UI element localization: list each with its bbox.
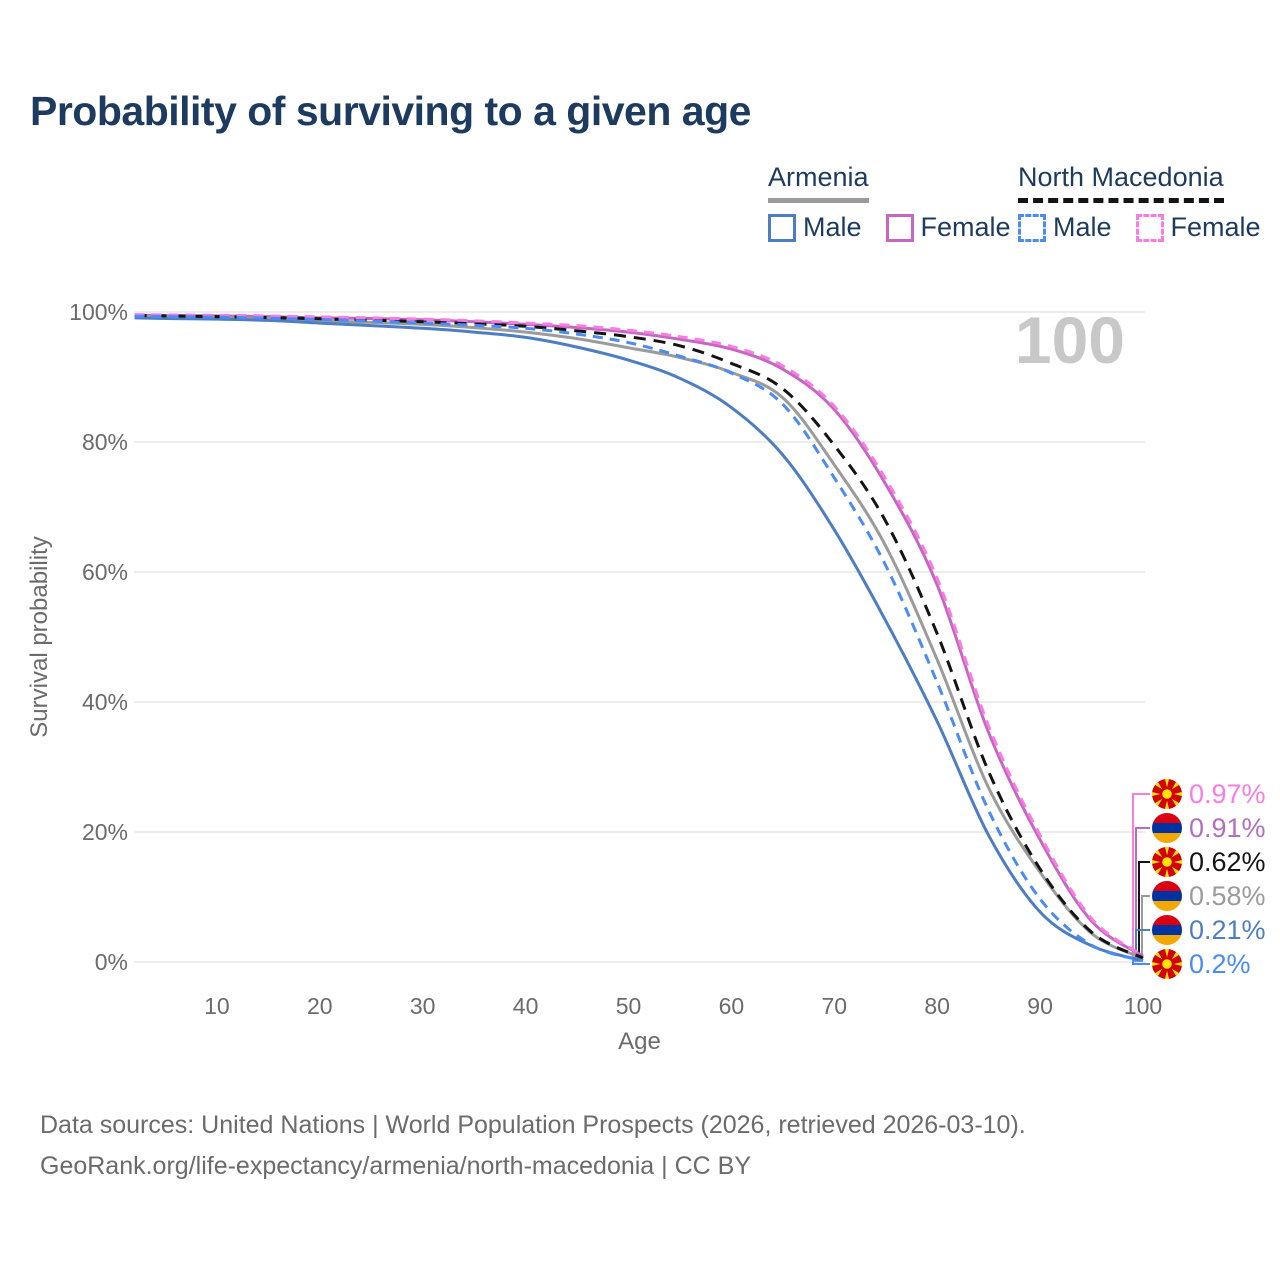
end-value-label: 0.2% (1189, 948, 1251, 979)
armenia-flag-icon (1152, 915, 1182, 945)
nm-female-swatch (1135, 213, 1164, 242)
legend-country-north-macedonia[interactable]: North Macedonia (1018, 162, 1224, 203)
north-macedonia-flag-icon (1152, 779, 1182, 809)
armenia-female-swatch (885, 213, 914, 242)
x-tick-80: 80 (924, 993, 950, 1019)
y-tick-60: 60% (82, 559, 128, 585)
legend-country-armenia[interactable]: Armenia (768, 162, 869, 203)
y-tick-80: 80% (82, 429, 128, 455)
legend-item-armenia-female[interactable]: Female (885, 212, 1011, 243)
armenia-male-swatch (768, 213, 796, 242)
x-tick-50: 50 (616, 993, 642, 1019)
end-value-label: 0.21% (1189, 914, 1266, 945)
page-title: Probability of surviving to a given age (30, 88, 751, 134)
end-label-row-nm-female: 0.97% (1152, 778, 1266, 810)
legend-item-armenia-male[interactable]: Male (768, 212, 862, 243)
x-tick-60: 60 (719, 993, 745, 1019)
end-value-label: 0.58% (1189, 880, 1266, 911)
end-label-row-nm-male: 0.2% (1152, 948, 1251, 980)
armenia-flag-icon (1152, 881, 1182, 911)
armenia-flag-icon (1152, 813, 1182, 843)
x-tick-40: 40 (513, 993, 539, 1019)
north-macedonia-flag-icon (1152, 847, 1182, 877)
legend-label-nm-male: Male (1053, 212, 1112, 242)
connector-nm-total (1138, 861, 1150, 959)
curve-nm-total[interactable] (134, 314, 1144, 960)
legend-label-armenia-female: Female (920, 212, 1011, 242)
end-label-row-armenia-total: 0.58% (1152, 880, 1266, 912)
x-tick-20: 20 (307, 993, 333, 1019)
end-value-label: 0.91% (1189, 812, 1266, 843)
y-tick-40: 40% (82, 689, 128, 715)
curve-nm-female[interactable] (134, 313, 1144, 957)
north-macedonia-flag-icon (1152, 949, 1182, 979)
curve-armenia-female[interactable] (134, 313, 1144, 958)
footer-url-line: GeoRank.org/life-expectancy/armenia/nort… (40, 1152, 751, 1180)
x-tick-100: 100 (1124, 993, 1162, 1019)
x-tick-70: 70 (822, 993, 848, 1019)
x-tick-10: 10 (204, 993, 230, 1019)
legend-item-nm-male[interactable]: Male (1018, 212, 1112, 243)
x-axis-label: Age (618, 1028, 661, 1055)
end-label-row-armenia-female: 0.91% (1152, 812, 1266, 844)
legend-label-nm-female: Female (1170, 212, 1261, 242)
end-value-label: 0.97% (1189, 778, 1266, 809)
end-label-row-armenia-male: 0.21% (1152, 914, 1266, 946)
end-value-label: 0.62% (1189, 846, 1266, 877)
x-tick-90: 90 (1027, 993, 1053, 1019)
legend-group-north-macedonia: North Macedonia Male Female (1018, 162, 1261, 243)
legend-item-nm-female[interactable]: Female (1135, 212, 1261, 243)
age-watermark: 100 (1015, 303, 1125, 377)
footer-source-line: Data sources: United Nations | World Pop… (40, 1111, 1026, 1139)
y-tick-0: 0% (95, 949, 128, 975)
y-tick-20: 20% (82, 819, 128, 845)
y-axis-label: Survival probability (26, 536, 53, 737)
legend-label-armenia-male: Male (803, 212, 862, 242)
curve-armenia-total[interactable] (134, 315, 1144, 960)
curve-armenia-male[interactable] (134, 316, 1144, 963)
footer: Data sources: United Nations | World Pop… (40, 1105, 1026, 1187)
nm-male-swatch (1018, 213, 1046, 242)
y-tick-100: 100% (69, 299, 128, 325)
curve-nm-male[interactable] (134, 314, 1144, 963)
connector-armenia-total (1141, 895, 1150, 959)
x-tick-30: 30 (410, 993, 436, 1019)
end-label-row-nm-total: 0.62% (1152, 846, 1266, 878)
legend-group-armenia: Armenia Male Female (768, 162, 1011, 243)
